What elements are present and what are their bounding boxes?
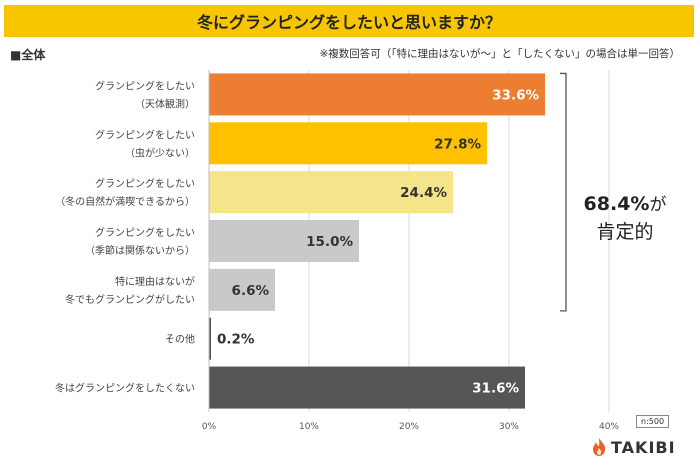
category-label: （天体観測）: [135, 97, 195, 110]
summary-suffix: が: [649, 195, 667, 215]
title-bar: 冬にグランピングをしたいと思いますか？: [4, 5, 694, 37]
category-label: グランピングをしたい: [95, 177, 195, 190]
logo-text: TAKIBI: [611, 437, 676, 457]
value-label: 31.6%: [472, 381, 519, 397]
sample-size-box: n:500: [636, 415, 670, 428]
summary-line2: 肯定的: [596, 221, 654, 243]
chart-title: 冬にグランピングをしたいと思いますか？: [196, 13, 501, 32]
bar: [209, 366, 525, 409]
x-tick-label: 30%: [499, 422, 519, 432]
category-label: 特に理由はないが: [115, 275, 195, 288]
category-label: （季節は関係ないから）: [85, 244, 195, 257]
category-label: グランピングをしたい: [95, 128, 195, 141]
category-label: グランピングをしたい: [95, 226, 195, 239]
flame-icon: [592, 438, 606, 456]
takibi-logo: TAKIBI: [590, 437, 676, 457]
summary-callout: 68.4%が 肯定的: [570, 190, 680, 244]
category-label: （虫が少ない）: [125, 146, 195, 159]
value-label: 15.0%: [306, 234, 353, 250]
value-label: 24.4%: [400, 185, 447, 201]
category-label: その他: [165, 333, 195, 346]
value-label: 0.2%: [217, 332, 255, 348]
x-tick-label: 0%: [202, 422, 217, 432]
category-label: （冬の自然が満喫できるから）: [55, 195, 195, 208]
bracket: [560, 72, 567, 312]
x-tick-label: 20%: [399, 422, 419, 432]
value-label: 27.8%: [434, 136, 481, 152]
value-label: 33.6%: [492, 87, 539, 103]
bar: [209, 317, 211, 360]
value-label: 6.6%: [232, 283, 270, 299]
note-text: ※複数回答可（「特に理由はないが～」と「したくない」の場合は単一回答）: [319, 48, 680, 60]
subset-label: ■全体: [10, 48, 46, 62]
category-label: 冬でもグランピングがしたい: [65, 293, 195, 306]
bar: [209, 268, 275, 311]
category-label: グランピングをしたい: [95, 79, 195, 92]
x-tick-label: 40%: [599, 422, 619, 432]
bar: [209, 220, 359, 262]
bar: [209, 73, 545, 116]
bar: [209, 171, 453, 214]
summary-value: 68.4%: [583, 193, 650, 215]
category-label: 冬はグランピングをしたくない: [55, 382, 195, 395]
x-tick-label: 10%: [299, 422, 319, 432]
bar: [209, 122, 487, 165]
